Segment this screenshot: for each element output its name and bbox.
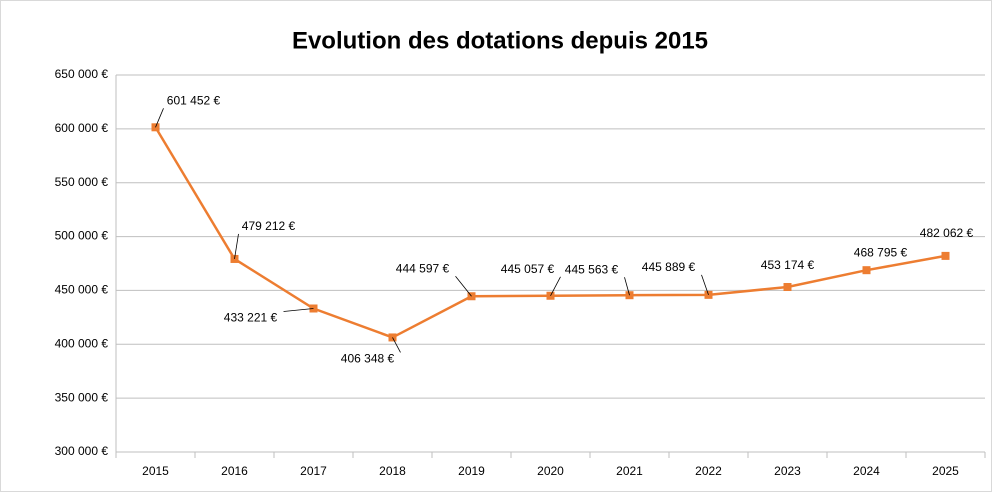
y-tick-label: 450 000 €: [55, 283, 109, 297]
y-tick-label: 500 000 €: [55, 229, 109, 243]
data-label: 479 212 €: [242, 219, 296, 233]
x-tick-label: 2019: [458, 464, 485, 478]
data-label: 433 221 €: [224, 311, 278, 325]
leader-line: [701, 274, 709, 295]
data-label: 482 062 €: [920, 226, 974, 240]
x-tick-label: 2015: [142, 464, 169, 478]
x-tick-label: 2022: [695, 464, 722, 478]
data-label: 406 348 €: [341, 352, 395, 366]
x-tick-label: 2025: [932, 464, 959, 478]
x-tick-label: 2017: [300, 464, 327, 478]
x-tick-label: 2016: [221, 464, 248, 478]
y-tick-label: 350 000 €: [55, 390, 109, 404]
x-tick-label: 2023: [774, 464, 801, 478]
leader-line: [455, 275, 472, 297]
y-tick-label: 650 000 €: [55, 67, 109, 81]
leader-line: [550, 276, 561, 296]
data-label: 445 057 €: [501, 262, 555, 276]
y-tick-label: 550 000 €: [55, 175, 109, 189]
data-label: 444 597 €: [396, 261, 450, 275]
x-tick-label: 2018: [379, 464, 406, 478]
data-label: 453 174 €: [761, 258, 815, 272]
leader-line: [234, 233, 239, 260]
x-tick-label: 2021: [616, 464, 643, 478]
data-label: 445 889 €: [642, 260, 696, 274]
marker: [862, 266, 871, 275]
y-tick-label: 600 000 €: [55, 121, 109, 135]
y-tick-label: 300 000 €: [55, 444, 109, 458]
y-tick-label: 400 000 €: [55, 336, 109, 350]
data-label: 601 452 €: [167, 93, 221, 107]
data-label: 468 795 €: [854, 245, 908, 259]
chart-title: Evolution des dotations depuis 2015: [292, 27, 708, 54]
marker: [783, 283, 792, 292]
data-label: 445 563 €: [565, 262, 619, 276]
x-tick-label: 2024: [853, 464, 880, 478]
leader-line: [283, 308, 314, 312]
leader-line: [392, 337, 401, 353]
leader-line: [155, 108, 164, 128]
marker: [941, 251, 950, 260]
x-tick-label: 2020: [537, 464, 564, 478]
leader-line: [624, 277, 630, 296]
